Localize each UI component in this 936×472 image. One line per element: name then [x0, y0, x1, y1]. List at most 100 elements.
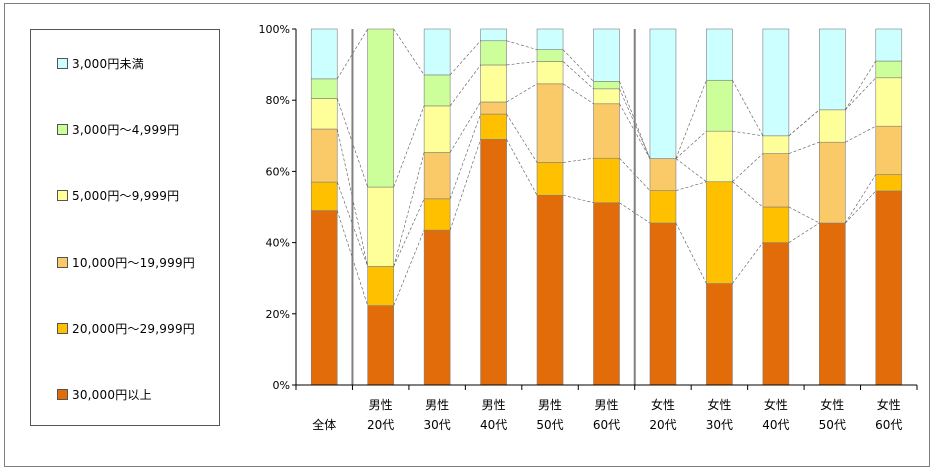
- legend-item: 10,000円～19,999円: [57, 254, 195, 270]
- bar-segment: [593, 88, 620, 105]
- category-label: 全体: [312, 417, 336, 432]
- legend-item: 30,000円以上: [57, 386, 152, 402]
- category-label: 男性: [482, 398, 506, 412]
- bar-segment: [649, 28, 677, 159]
- bar-segment: [762, 242, 790, 386]
- legend-swatch: [57, 57, 68, 69]
- bar-segment: [875, 77, 903, 127]
- series-line: [449, 40, 481, 76]
- category-label: 男性: [594, 398, 618, 412]
- series-line: [788, 109, 820, 137]
- bar-segment: [819, 222, 846, 386]
- bar-segment: [875, 60, 903, 79]
- bar-segment: [706, 28, 733, 81]
- series-line: [675, 158, 707, 182]
- category-label: 女性: [820, 397, 844, 412]
- category-label: 男性: [538, 398, 562, 412]
- bar-segment: [762, 135, 790, 154]
- series-line: [393, 105, 425, 188]
- series-line: [393, 28, 425, 76]
- bar-segment: [875, 190, 903, 386]
- legend-label: 3,000円～4,999円: [72, 122, 180, 137]
- legend-swatch: [57, 123, 68, 135]
- bar-segment: [706, 181, 733, 284]
- category-label: 男性: [425, 398, 449, 412]
- y-tick-label: 80%: [266, 94, 290, 107]
- bar-segment: [423, 198, 451, 231]
- series-line: [506, 61, 538, 66]
- series-line: [393, 198, 425, 267]
- bar-segment: [536, 49, 564, 62]
- y-tick-label: 20%: [266, 308, 290, 321]
- category-label: 女性: [707, 397, 731, 412]
- bar-segment: [762, 206, 790, 243]
- series-line: [845, 60, 877, 110]
- series-line: [788, 222, 820, 243]
- bar-segment: [310, 78, 338, 99]
- bar-segment: [536, 83, 564, 163]
- bar-segment: [819, 28, 846, 111]
- series-line: [845, 174, 877, 224]
- legend: 3,000円未満 3,000円～4,999円 5,000円～9,999円 10,…: [30, 29, 220, 426]
- series-line: [675, 222, 707, 284]
- legend-item: 5,000円～9,999円: [57, 187, 179, 203]
- category-label: 30代: [423, 418, 450, 432]
- series-line: [845, 190, 876, 224]
- bar-segment: [367, 186, 394, 267]
- bar-segment: [593, 157, 620, 204]
- y-tick-label: 0%: [273, 379, 290, 392]
- bar-segment: [649, 222, 677, 386]
- bar-segment: [819, 109, 846, 143]
- series-line: [732, 242, 764, 284]
- y-tick-label: 60%: [266, 165, 290, 178]
- category-label: 20代: [649, 418, 676, 432]
- category-label: 60代: [593, 418, 620, 432]
- bar-segment: [367, 28, 394, 188]
- bar-segment: [649, 158, 677, 191]
- series-line: [336, 210, 368, 306]
- series-line: [562, 194, 594, 204]
- bar-segment: [480, 101, 507, 115]
- bar-segment: [762, 28, 790, 137]
- bar-segment: [875, 174, 903, 192]
- legend-item: 3,000円～4,999円: [57, 121, 179, 137]
- legend-swatch: [57, 189, 68, 201]
- category-label: 30代: [706, 418, 733, 432]
- bar-segment: [593, 81, 620, 90]
- legend-swatch: [57, 322, 68, 334]
- category-label: 40代: [762, 418, 789, 432]
- series-line: [732, 130, 763, 137]
- bar-segment: [649, 190, 677, 224]
- category-label: 60代: [875, 418, 902, 432]
- series-line: [619, 88, 651, 159]
- bar-segment: [536, 162, 564, 196]
- legend-item: 20,000円～29,999円: [57, 320, 195, 336]
- legend-label: 20,000円～29,999円: [72, 321, 195, 336]
- series-line: [562, 49, 594, 82]
- category-label: 女性: [877, 397, 901, 412]
- bar-segment: [706, 79, 733, 132]
- bar-segment: [536, 61, 564, 85]
- series-line: [563, 157, 594, 163]
- bar-segment: [423, 74, 451, 107]
- bar-segment: [875, 125, 903, 175]
- bar-segment: [423, 105, 451, 153]
- bar-segment: [367, 266, 394, 306]
- bar-segment: [819, 141, 846, 224]
- bar-segment: [367, 305, 394, 386]
- bar-segment: [310, 181, 338, 211]
- series-line: [449, 113, 481, 199]
- legend-swatch: [57, 388, 68, 400]
- bar-segment: [480, 28, 507, 42]
- series-line: [845, 77, 876, 111]
- bar-segment: [593, 28, 620, 82]
- bar-segment: [310, 28, 338, 80]
- legend-swatch: [57, 256, 68, 268]
- category-label: 20代: [367, 418, 394, 432]
- series-line: [788, 206, 820, 224]
- bar-segment: [423, 229, 451, 386]
- bar-segment: [310, 210, 338, 386]
- y-tick-label: 100%: [259, 23, 290, 36]
- legend-label: 3,000円未満: [72, 56, 144, 71]
